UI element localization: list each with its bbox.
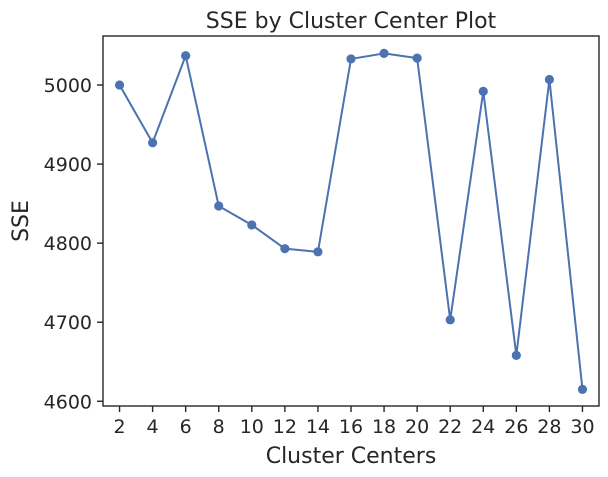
- x-tick-label: 4: [147, 416, 159, 438]
- data-point: [511, 350, 521, 360]
- data-point: [214, 201, 224, 211]
- x-tick-label: 6: [180, 416, 192, 438]
- x-tick-label: 10: [240, 416, 264, 438]
- x-tick-label: 12: [273, 416, 297, 438]
- x-tick-label: 18: [372, 416, 396, 438]
- data-point: [577, 384, 588, 394]
- x-axis-ticks: 2 4 6 8 10 12 14 16 18 20 22 24 26 28 30: [113, 406, 595, 438]
- x-tick-label: 8: [213, 416, 225, 438]
- plot-frame: [102, 35, 600, 407]
- data-point: [313, 247, 323, 257]
- data-point: [247, 220, 257, 230]
- data-point: [346, 54, 356, 64]
- x-tick-label: 14: [306, 416, 330, 438]
- y-tick-label: 4900: [44, 154, 92, 176]
- y-tick-label: 5000: [44, 75, 92, 97]
- y-tick-label: 4700: [44, 312, 92, 334]
- x-tick-label: 24: [471, 416, 495, 438]
- data-point: [412, 53, 422, 63]
- series-line: [118, 52, 584, 390]
- x-tick-label: 28: [537, 416, 561, 438]
- series-group: [114, 48, 588, 394]
- y-axis-ticks: 4600 4700 4800 4900 5000: [44, 75, 103, 413]
- data-point: [379, 48, 389, 58]
- data-point: [478, 86, 488, 96]
- data-point: [181, 51, 191, 61]
- x-tick-label: 20: [405, 416, 429, 438]
- data-point: [445, 315, 455, 325]
- x-tick-label: 26: [504, 416, 528, 438]
- data-point: [544, 74, 555, 85]
- x-tick-label: 2: [113, 416, 125, 438]
- data-point: [148, 138, 158, 148]
- chart-title: SSE by Cluster Center Plot: [206, 9, 497, 34]
- y-tick-label: 4600: [44, 391, 92, 413]
- y-axis-label: SSE: [9, 200, 34, 242]
- data-point: [280, 244, 290, 254]
- data-point: [114, 80, 125, 90]
- x-tick-label: 16: [339, 416, 363, 438]
- plot-area: 2 4 6 8 10 12 14 16 18 20 22 24 26 28 30 4600470048004…: [44, 35, 600, 438]
- x-axis-label: Cluster Centers: [266, 444, 437, 469]
- x-tick-label: 30: [570, 416, 594, 438]
- x-tick-label: 22: [438, 416, 462, 438]
- y-tick-label: 4800: [44, 233, 92, 255]
